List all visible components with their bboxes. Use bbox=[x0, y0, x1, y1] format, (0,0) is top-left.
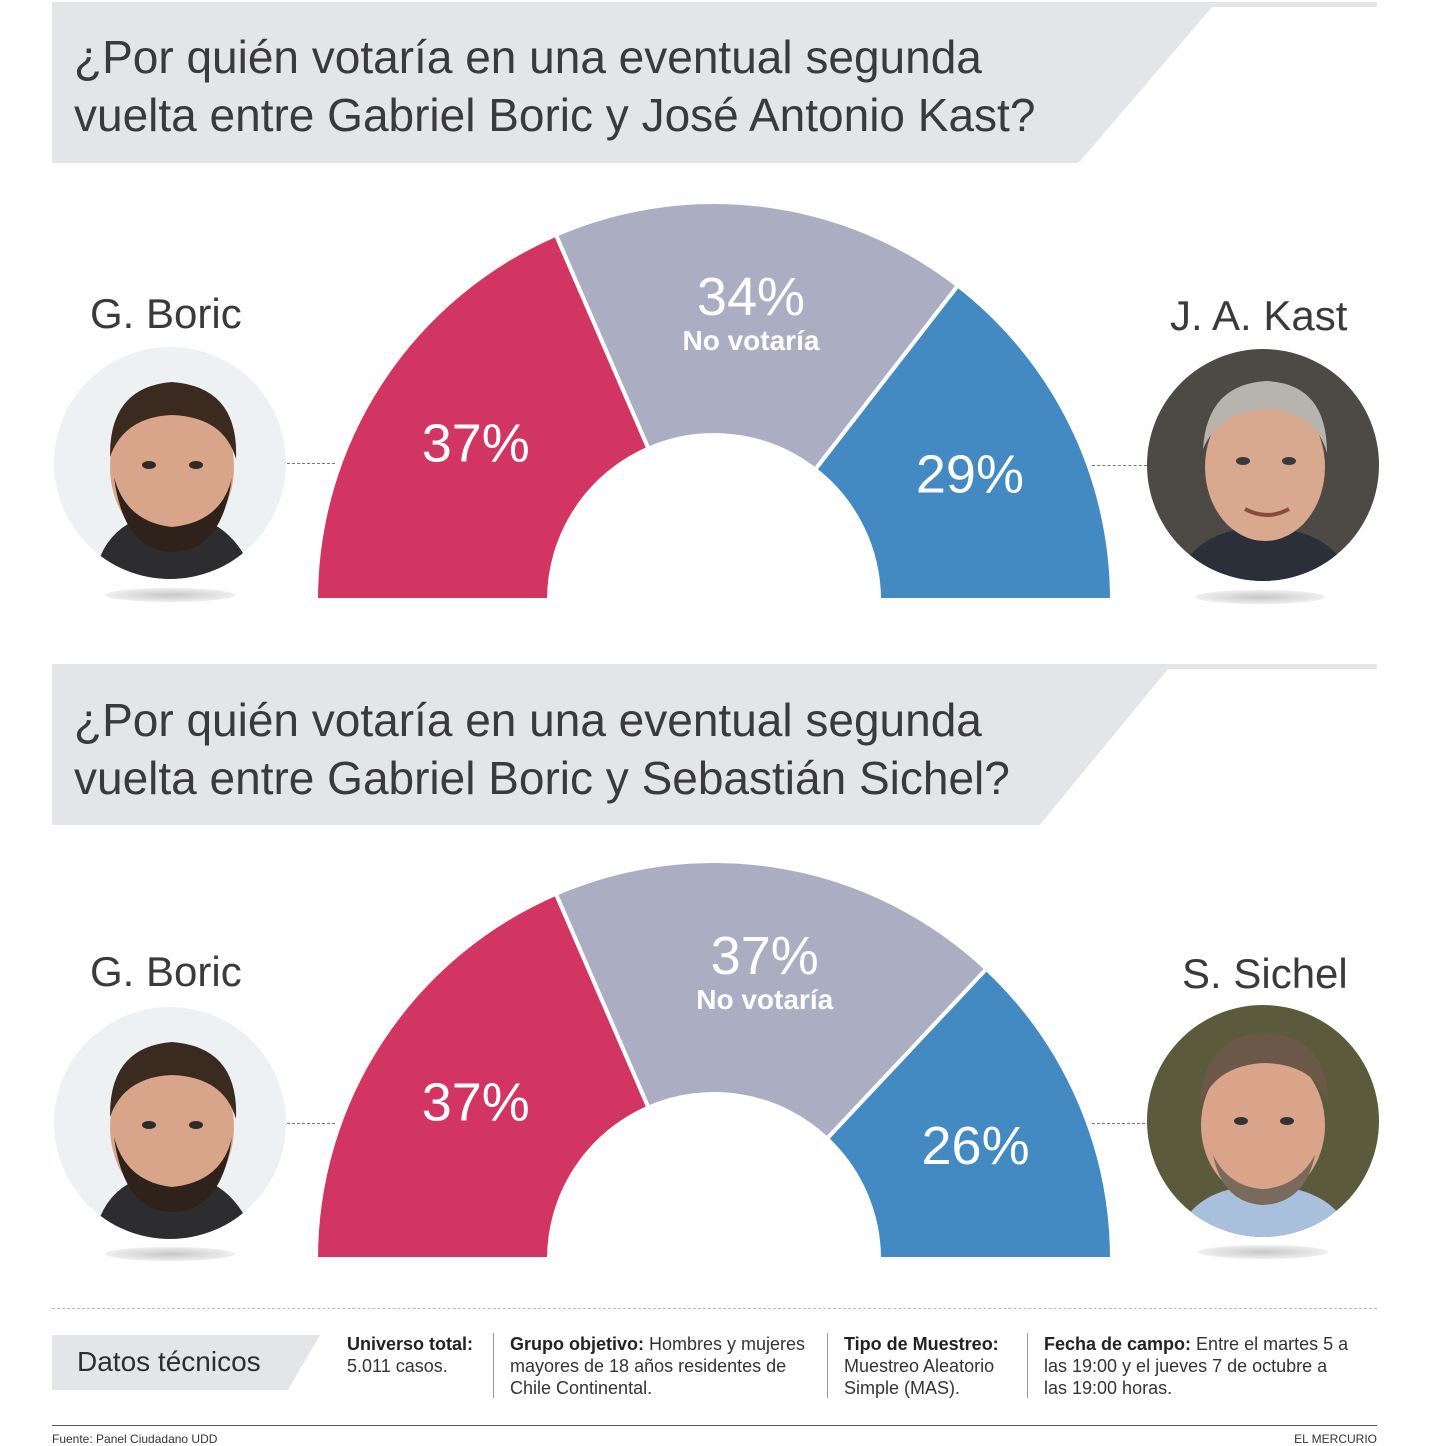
banner-top-line bbox=[52, 664, 1377, 669]
universo-label: Universo total: bbox=[347, 1334, 474, 1354]
candidate-right-name: S. Sichel bbox=[1182, 950, 1348, 997]
tipo-text: Muestreo Aleatorio bbox=[844, 1356, 995, 1376]
candidate-left-name: G. Boric bbox=[90, 948, 242, 995]
tech-fecha: Fecha de campo: Entre el martes 5 a las … bbox=[1044, 1333, 1348, 1399]
question-title: ¿Por quién votaría en una eventual segun… bbox=[74, 28, 1035, 144]
donut-segment-s-sichel bbox=[824, 966, 1115, 1261]
question-banner bbox=[52, 7, 1212, 163]
question-line-2: vuelta entre Gabriel Boric y José Antoni… bbox=[74, 89, 1036, 141]
column-separator bbox=[493, 1333, 494, 1398]
tech-universo: Universo total: 5.011 casos. bbox=[347, 1333, 473, 1377]
segment-value-label: 29% bbox=[916, 445, 1024, 505]
portrait-shadow bbox=[1198, 1245, 1328, 1259]
segment-value-label: 34% bbox=[697, 267, 805, 327]
question-banner bbox=[52, 669, 1168, 825]
fecha-label: Fecha de campo: bbox=[1044, 1334, 1192, 1354]
donut-segment-j-a-kast bbox=[812, 282, 1115, 602]
leader-line-right bbox=[1092, 465, 1147, 466]
donut-segment-no-votar-a bbox=[553, 200, 961, 473]
tech-grupo: Grupo objetivo: Hombres y mujeres mayore… bbox=[510, 1333, 805, 1399]
segment-value-label: 37% bbox=[422, 1073, 530, 1133]
portrait-shadow bbox=[105, 588, 235, 602]
segment-value-label: 37% bbox=[422, 414, 530, 474]
universo-text: 5.011 casos. bbox=[347, 1356, 448, 1376]
portrait-shadow bbox=[1195, 590, 1325, 604]
footer-divider bbox=[52, 1308, 1377, 1309]
grupo-label: Grupo objetivo: bbox=[510, 1334, 644, 1354]
donut-segment-g-boric bbox=[313, 891, 652, 1261]
column-separator bbox=[1027, 1333, 1028, 1398]
segment-category-label: No votaría bbox=[683, 325, 820, 356]
question-title: ¿Por quién votaría en una eventual segun… bbox=[74, 691, 1010, 807]
tipo-label: Tipo de Muestreo: bbox=[844, 1334, 999, 1354]
question-line-1: ¿Por quién votaría en una eventual segun… bbox=[74, 694, 982, 746]
grupo-text: Chile Continental. bbox=[510, 1378, 653, 1398]
tipo-text: Simple (MAS). bbox=[844, 1378, 961, 1398]
fecha-text: las 19:00 horas. bbox=[1044, 1378, 1173, 1398]
banner-top-line bbox=[52, 2, 1377, 7]
grupo-text: mayores de 18 años residentes de bbox=[510, 1356, 787, 1376]
tech-tipo: Tipo de Muestreo: Muestreo Aleatorio Sim… bbox=[844, 1333, 999, 1399]
leader-line-left bbox=[287, 463, 335, 464]
half-donut-chart-boric-kast: 37% 34%No votaría 29% bbox=[313, 200, 1115, 602]
grupo-text: Hombres y mujeres bbox=[644, 1334, 806, 1354]
publisher-brand: EL MERCURIO bbox=[1294, 1432, 1377, 1446]
segment-value-label: 37% bbox=[711, 926, 819, 986]
sichel-portrait bbox=[1147, 1005, 1379, 1237]
leader-line-left bbox=[287, 1123, 335, 1124]
fecha-text: Entre el martes 5 a bbox=[1191, 1334, 1349, 1354]
portrait-shadow bbox=[105, 1247, 235, 1261]
column-separator bbox=[827, 1333, 828, 1398]
candidate-right-name: J. A. Kast bbox=[1170, 292, 1348, 339]
fecha-text: las 19:00 y el jueves 7 de octubre a bbox=[1044, 1356, 1328, 1376]
segment-value-label: 26% bbox=[922, 1116, 1030, 1176]
donut-segment-g-boric bbox=[313, 232, 652, 602]
source-credit: Fuente: Panel Ciudadano UDD bbox=[52, 1432, 218, 1446]
donut-segment-no-votar-a bbox=[553, 859, 990, 1142]
datos-tecnicos-banner bbox=[52, 1335, 320, 1390]
datos-tecnicos-title: Datos técnicos bbox=[77, 1346, 261, 1377]
kast-portrait bbox=[1147, 349, 1379, 581]
question-line-1: ¿Por quién votaría en una eventual segun… bbox=[74, 31, 982, 83]
leader-line-right bbox=[1092, 1123, 1150, 1124]
boric-portrait bbox=[54, 347, 286, 579]
bottom-rule bbox=[52, 1425, 1377, 1426]
question-line-2: vuelta entre Gabriel Boric y Sebastián S… bbox=[74, 752, 1010, 804]
segment-category-label: No votaría bbox=[696, 984, 833, 1015]
boric-portrait bbox=[54, 1007, 286, 1239]
candidate-left-name: G. Boric bbox=[90, 290, 242, 337]
